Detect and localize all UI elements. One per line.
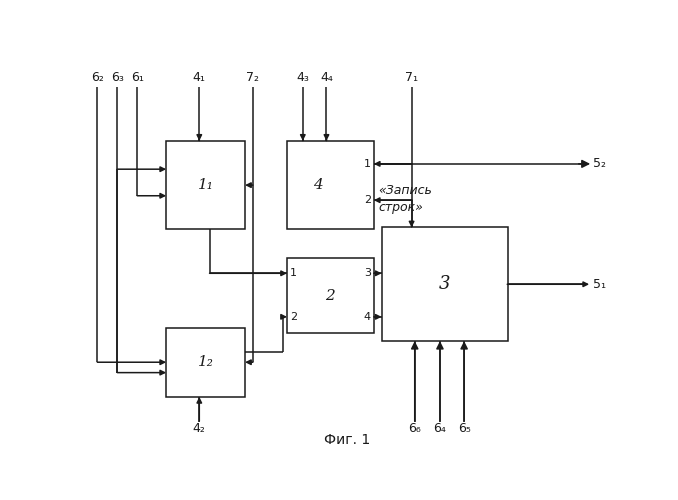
- Text: 3: 3: [364, 268, 371, 278]
- Text: 7₁: 7₁: [405, 71, 418, 84]
- FancyBboxPatch shape: [166, 328, 245, 397]
- Text: 1₂: 1₂: [198, 355, 214, 369]
- Text: 6₁: 6₁: [131, 71, 144, 84]
- Text: 2: 2: [325, 289, 336, 303]
- Text: 6₄: 6₄: [433, 422, 446, 436]
- Text: 5₂: 5₂: [593, 158, 606, 170]
- Text: 1: 1: [364, 159, 371, 169]
- Text: 6₅: 6₅: [458, 422, 471, 436]
- Text: 4: 4: [313, 178, 323, 192]
- FancyBboxPatch shape: [166, 141, 245, 230]
- Text: 2: 2: [364, 195, 371, 205]
- Text: 1: 1: [290, 268, 297, 278]
- Text: 6₆: 6₆: [408, 422, 421, 436]
- FancyBboxPatch shape: [287, 141, 374, 230]
- FancyBboxPatch shape: [287, 258, 374, 334]
- Text: 6₂: 6₂: [91, 71, 104, 84]
- Text: 2: 2: [290, 312, 297, 322]
- Text: 3: 3: [439, 276, 450, 293]
- Text: «Запись
строк»: «Запись строк»: [378, 184, 432, 214]
- Text: 5₁: 5₁: [593, 278, 606, 291]
- FancyBboxPatch shape: [382, 228, 508, 341]
- Text: 4: 4: [364, 312, 371, 322]
- Text: 4₂: 4₂: [193, 422, 205, 436]
- Text: 1₁: 1₁: [198, 178, 214, 192]
- Text: 4₁: 4₁: [193, 71, 205, 84]
- Text: Фиг. 1: Фиг. 1: [324, 434, 371, 448]
- Text: 4₃: 4₃: [296, 71, 309, 84]
- Text: 4₄: 4₄: [320, 71, 333, 84]
- Text: 6₃: 6₃: [111, 71, 124, 84]
- Text: 7₂: 7₂: [246, 71, 260, 84]
